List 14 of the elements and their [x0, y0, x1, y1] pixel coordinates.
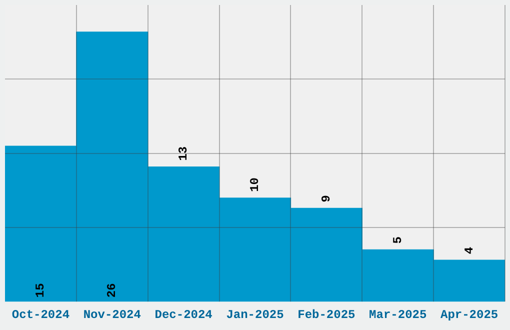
- data-label: 4: [462, 246, 476, 254]
- data-label: 5: [390, 236, 405, 244]
- x-tick-label: Nov-2024: [83, 308, 141, 322]
- data-label: 13: [176, 146, 191, 161]
- x-tick-label: Feb-2025: [298, 308, 356, 322]
- data-label: 10: [248, 177, 262, 192]
- x-tick-label: Apr-2025: [440, 308, 498, 322]
- data-label: 15: [34, 283, 48, 298]
- data-label: 26: [105, 283, 120, 298]
- x-tick-label: Dec-2024: [154, 308, 212, 322]
- x-tick-label: Mar-2025: [369, 308, 427, 322]
- data-label: 9: [319, 195, 334, 202]
- x-tick-label: Jan-2025: [226, 308, 284, 322]
- x-tick-label: Oct-2024: [12, 308, 70, 322]
